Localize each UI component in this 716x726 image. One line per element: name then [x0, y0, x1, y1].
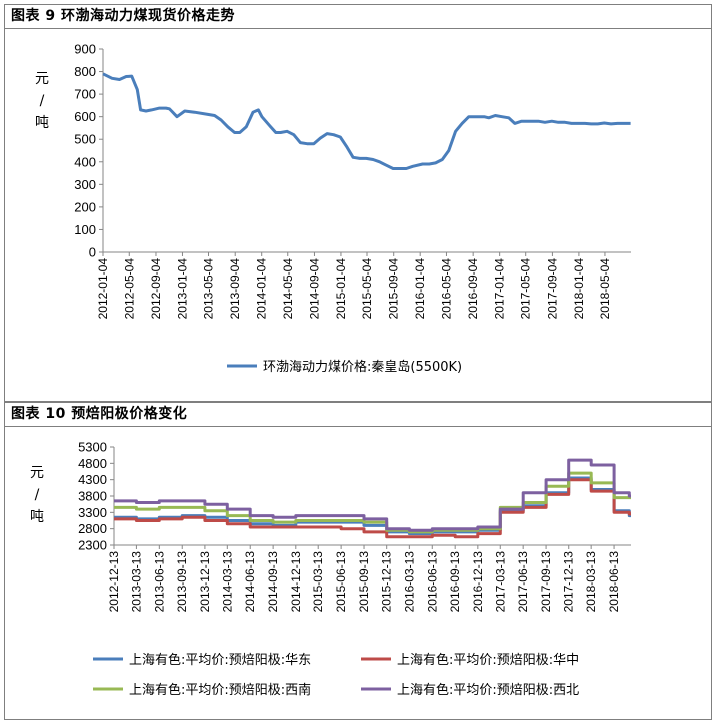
x-tick-label: 2013-05-04	[202, 258, 216, 320]
x-tick-label: 2013-01-04	[175, 258, 189, 320]
x-tick-label: 2015-05-04	[360, 258, 374, 320]
x-tick-label: 2014-01-04	[255, 258, 269, 320]
coal-price-chart: 0 100 200 300 400 500 600 700 800 900 元 / 吨 2012-01-0…	[35, 42, 631, 375]
y-axis-unit-char: 元	[30, 465, 44, 481]
legend-label: 环渤海动力煤价格:秦皇岛(5500K)	[263, 359, 462, 375]
x-tick-label: 2014-06-13	[243, 551, 257, 613]
x-tick-label: 2013-09-04	[228, 258, 242, 320]
x-tick-label: 2013-12-13	[198, 551, 212, 613]
x-tick-label: 2012-05-04	[122, 258, 136, 320]
x-tick-label: 2014-09-13	[266, 551, 280, 613]
y-tick-label: 700	[74, 87, 96, 102]
chart-panel-coal-price: 图表 9 环渤海动力煤现货价格走势 0 100 200 300 400 500 600 700…	[4, 4, 712, 402]
y-tick-label: 3300	[78, 505, 107, 520]
x-tick-label: 2018-05-04	[598, 258, 612, 320]
chart-panel-anode-price: 图表 10 预焙阳极价格变化 2300 2800 3300 3800 4300 4800 5…	[4, 402, 712, 720]
y-tick-label: 900	[74, 42, 96, 57]
x-tick-label: 2018-03-13	[584, 551, 598, 613]
x-tick-label: 2016-01-04	[413, 258, 427, 320]
y-tick-label: 4300	[78, 472, 107, 487]
x-tick-label: 2013-06-13	[152, 551, 166, 613]
y-tick-label: 600	[74, 109, 96, 124]
y-tick-label: 3800	[78, 489, 107, 504]
y-tick-label: 4800	[78, 456, 107, 471]
y-axis-unit-char: 吨	[35, 115, 49, 131]
series-line	[102, 72, 631, 170]
y-tick-label: 400	[74, 154, 96, 169]
y-tick-label: 200	[74, 199, 96, 214]
series-line	[114, 471, 631, 534]
x-tick-label: 2016-03-13	[402, 551, 416, 613]
x-tick-label: 2017-09-04	[545, 258, 559, 320]
y-tick-label: 100	[74, 222, 96, 237]
y-tick-label: 2800	[78, 521, 107, 536]
y-tick-label: 0	[89, 245, 96, 260]
x-tick-label: 2017-05-04	[519, 258, 533, 320]
x-tick-label: 2014-09-04	[307, 258, 321, 320]
x-tick-label: 2015-09-04	[387, 258, 401, 320]
x-tick-label: 2014-03-13	[220, 551, 234, 613]
x-tick-label: 2017-06-13	[516, 551, 530, 613]
chart-title: 图表 10 预焙阳极价格变化	[5, 403, 711, 427]
x-tick-label: 2018-01-04	[572, 258, 586, 320]
y-tick-label: 800	[74, 64, 96, 79]
x-tick-label: 2018-06-13	[607, 551, 621, 613]
series-line	[114, 458, 631, 532]
y-axis-unit-char: 吨	[30, 509, 44, 525]
y-axis-unit-char: /	[40, 93, 45, 109]
x-tick-label: 2015-12-13	[380, 551, 394, 613]
x-tick-label: 2016-09-13	[448, 551, 462, 613]
x-tick-label: 2016-05-04	[439, 258, 453, 320]
x-tick-label: 2017-12-13	[562, 551, 576, 613]
chart-title: 图表 9 环渤海动力煤现货价格走势	[5, 5, 711, 29]
x-tick-label: 2017-09-13	[539, 551, 553, 613]
x-tick-label: 2012-12-13	[107, 551, 121, 613]
legend-label: 上海有色:平均价:预焙阳极:华中	[397, 652, 579, 668]
x-tick-label: 2016-09-04	[466, 258, 480, 320]
y-tick-label: 300	[74, 177, 96, 192]
x-tick-label: 2015-03-13	[311, 551, 325, 613]
x-tick-label: 2015-01-04	[334, 258, 348, 320]
x-tick-label: 2012-09-04	[149, 258, 163, 320]
y-axis-unit-char: /	[35, 487, 40, 503]
x-tick-label: 2017-03-13	[493, 551, 507, 613]
y-axis-unit-char: 元	[35, 71, 49, 87]
x-tick-label: 2014-12-13	[289, 551, 303, 613]
y-tick-label: 2300	[78, 538, 107, 553]
y-tick-label: 5300	[78, 440, 107, 455]
x-tick-label: 2015-06-13	[334, 551, 348, 613]
legend-label: 上海有色:平均价:预焙阳极:西南	[129, 682, 311, 698]
x-tick-label: 2013-09-13	[175, 551, 189, 613]
x-tick-label: 2014-05-04	[281, 258, 295, 320]
y-tick-label: 500	[74, 132, 96, 147]
x-tick-label: 2013-03-13	[129, 551, 143, 613]
x-tick-label: 2017-01-04	[493, 258, 507, 320]
legend-label: 上海有色:平均价:预焙阳极:华东	[129, 652, 311, 668]
x-tick-label: 2015-09-13	[357, 551, 371, 613]
legend-label: 上海有色:平均价:预焙阳极:西北	[397, 682, 579, 698]
x-tick-label: 2012-01-04	[96, 258, 110, 320]
x-tick-label: 2016-12-13	[471, 551, 485, 613]
x-tick-label: 2016-06-13	[425, 551, 439, 613]
